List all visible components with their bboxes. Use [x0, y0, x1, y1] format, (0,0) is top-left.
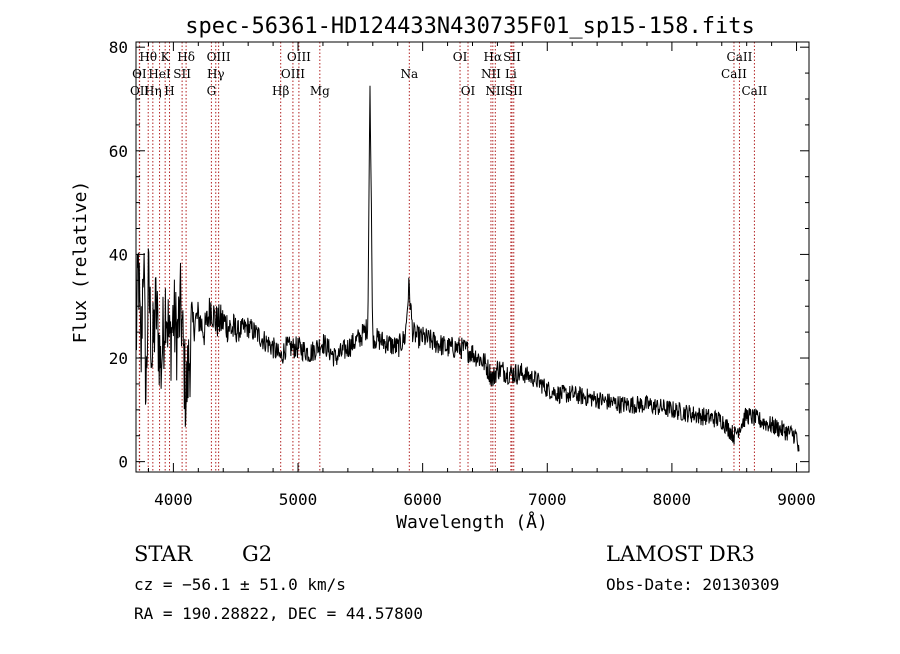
line-label: SII — [503, 50, 521, 64]
y-tick-label: 60 — [109, 142, 128, 161]
plot-frame — [135, 41, 810, 473]
line-label: G — [207, 84, 217, 98]
line-label: CaII — [721, 67, 747, 81]
x-tick-label: 7000 — [528, 490, 567, 509]
x-axis-label: Wavelength (Å) — [396, 511, 548, 533]
line-label: Hβ — [272, 84, 289, 98]
line-label: H — [164, 84, 174, 98]
line-label: Hθ — [139, 50, 157, 64]
spectral-line-markers — [138, 42, 755, 472]
line-label: Na — [400, 67, 418, 81]
obs-date: Obs-Date: 20130309 — [606, 575, 779, 594]
line-label: OI — [461, 84, 476, 98]
object-class: STAR — [134, 542, 193, 566]
line-label: Hα — [484, 50, 503, 64]
x-tick-label: 6000 — [403, 490, 442, 509]
x-tick-label: 9000 — [777, 490, 816, 509]
y-tick-label: 40 — [109, 245, 128, 264]
x-tick-label: 4000 — [154, 490, 193, 509]
line-label: Hδ — [177, 50, 195, 64]
y-tick-label: 20 — [109, 349, 128, 368]
spectrum-trace — [135, 85, 800, 452]
survey-name: LAMOST DR3 — [606, 542, 755, 566]
line-label: Li — [505, 67, 517, 81]
line-label: OI — [453, 50, 468, 64]
line-label: Mg — [310, 84, 330, 98]
chart-title: spec-56361-HD124433N430735F01_sp15-158.f… — [185, 14, 755, 39]
line-label: CaII — [727, 50, 753, 64]
coordinates: RA = 190.28822, DEC = 44.57800 — [134, 604, 423, 623]
line-label: SII — [173, 67, 191, 81]
y-axis-label: Flux (relative) — [70, 181, 91, 344]
line-label: Hη — [144, 84, 162, 98]
line-label: K — [161, 50, 171, 64]
y-tick-label: 80 — [109, 38, 128, 57]
line-label: NII — [485, 84, 505, 98]
object-subclass: G2 — [242, 542, 272, 566]
line-label: SII — [505, 84, 523, 98]
line-label: OIII — [281, 67, 305, 81]
line-label: OIII — [207, 50, 231, 64]
x-tick-label: 5000 — [279, 490, 318, 509]
line-label: CaII — [741, 84, 767, 98]
x-axis: 4000 5000 6000 7000 8000 9000 — [147, 42, 816, 509]
redshift-readout: cz = −56.1 ± 51.0 km/s — [134, 575, 346, 594]
line-label: NII — [481, 67, 501, 81]
line-label: HeI — [148, 67, 171, 81]
line-label: OII — [130, 84, 150, 98]
line-label: OI — [132, 67, 147, 81]
line-label: Hγ — [207, 67, 225, 81]
y-tick-label: 0 — [118, 453, 128, 472]
line-label: OIII — [287, 50, 311, 64]
y-axis: 0 20 40 60 80 — [109, 38, 809, 472]
x-tick-label: 8000 — [653, 490, 692, 509]
